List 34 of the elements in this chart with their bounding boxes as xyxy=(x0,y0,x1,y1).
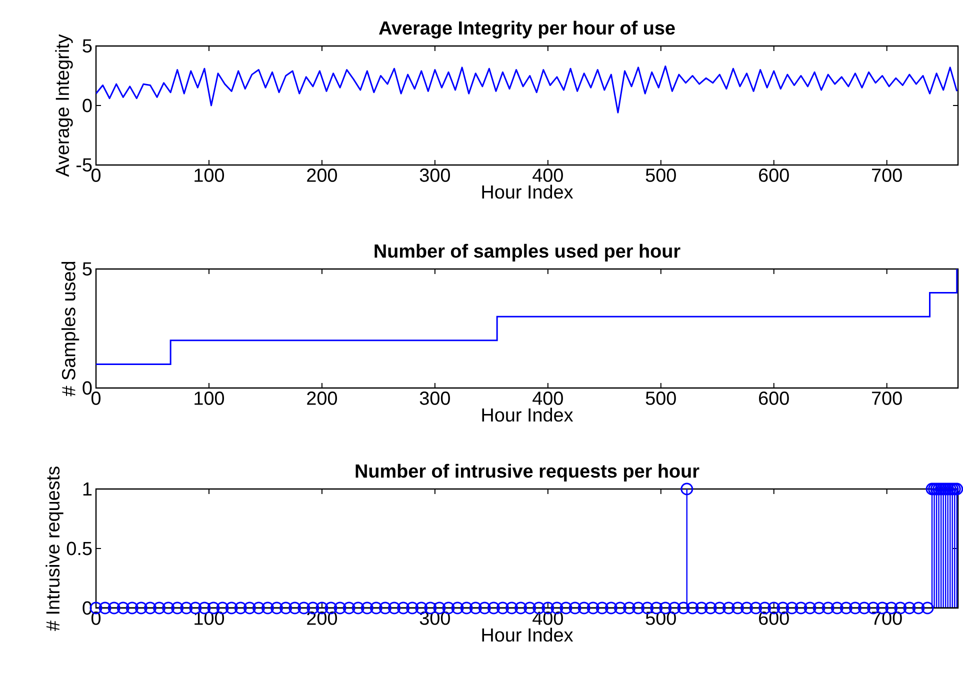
y-tick-label: 1 xyxy=(83,482,92,496)
y-tick-label: 0.5 xyxy=(66,542,92,556)
x-axis-title: Hour Index xyxy=(482,628,574,642)
x-tick-label: 600 xyxy=(759,168,789,182)
x-tick-label: 300 xyxy=(420,168,450,182)
line-series xyxy=(96,65,958,114)
x-tick-label: 100 xyxy=(194,168,224,182)
x-tick-label: 300 xyxy=(420,392,450,405)
x-tick-label: 100 xyxy=(194,392,224,405)
y-tick-label: 0 xyxy=(82,381,92,395)
x-tick-label: 700 xyxy=(872,168,902,182)
chart-title: Number of samples used per hour xyxy=(374,244,680,262)
x-axis-title: Hour Index xyxy=(482,184,574,199)
x-tick-label: 0 xyxy=(91,392,101,405)
x-tick-label: 500 xyxy=(646,168,676,182)
y-tick-label: -5 xyxy=(76,158,92,172)
y-tick-label: 5 xyxy=(82,39,92,53)
x-axis-title: Hour Index xyxy=(482,408,574,422)
y-tick-label: 0 xyxy=(82,98,92,112)
x-tick-label: 200 xyxy=(307,168,337,182)
x-tick-label: 0 xyxy=(91,612,101,625)
x-tick-label: 400 xyxy=(532,168,563,182)
y-tick-label: 5 xyxy=(82,262,92,276)
x-tick-label: 0 xyxy=(91,168,101,182)
x-tick-label: 400 xyxy=(532,392,563,405)
chart-title: Number of intrusive requests per hour xyxy=(356,464,700,482)
chart-title: Average Integrity per hour of use xyxy=(378,20,675,38)
x-tick-label: 200 xyxy=(307,392,337,405)
y-axis-title: # Intrusive requests xyxy=(46,466,64,632)
x-tick-label: 500 xyxy=(646,392,676,405)
y-axis-title: Average Integrity xyxy=(55,34,73,177)
x-tick-label: 600 xyxy=(759,392,789,405)
x-tick-label: 700 xyxy=(872,392,902,405)
y-axis-title: # Samples used xyxy=(61,262,80,396)
